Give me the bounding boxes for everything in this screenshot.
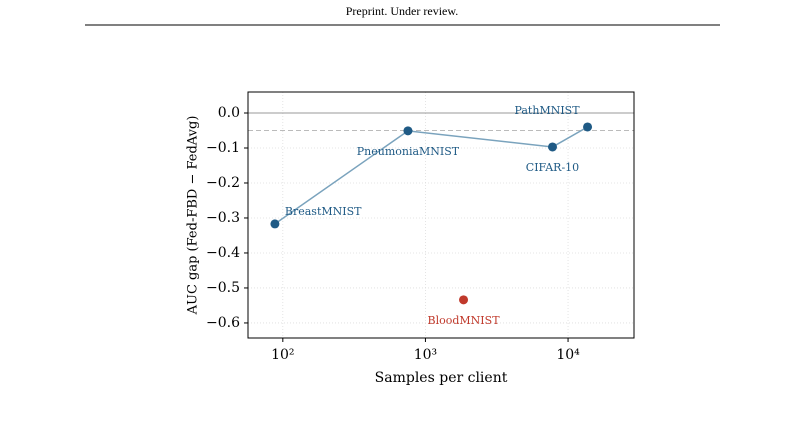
point <box>548 142 558 152</box>
y-tick-label: −0.1 <box>206 140 240 156</box>
y-tick-label: −0.2 <box>206 175 240 191</box>
point <box>403 126 413 136</box>
x-tick-label: 10³ <box>414 347 437 363</box>
point <box>270 219 280 229</box>
point-label: BreastMNIST <box>285 205 362 218</box>
y-tick-label: −0.4 <box>206 245 240 261</box>
point-label: PathMNIST <box>514 104 580 117</box>
point-label: PneumoniaMNIST <box>357 145 460 158</box>
point <box>583 122 593 132</box>
y-axis-label: AUC gap (Fed-FBD − FedAvg) <box>186 116 201 316</box>
axes-frame <box>247 91 635 339</box>
x-axis-label: Samples per client <box>375 370 508 386</box>
y-tick-label: −0.5 <box>206 280 240 296</box>
series-line <box>274 126 588 225</box>
header: Preprint. Under review. <box>346 4 459 18</box>
y-tick-label: −0.3 <box>206 210 240 226</box>
y-tick-label: −0.6 <box>206 315 240 331</box>
x-tick-label: 10² <box>271 347 294 363</box>
point <box>459 295 469 305</box>
chart: 0.0 −0.1 −0.2 −0.3 −0.4 −0.5 −0.6 10² 10³ 10⁴ Brea… <box>206 92 634 363</box>
point-label: CIFAR-10 <box>526 161 579 174</box>
x-tick-label: 10⁴ <box>556 347 580 363</box>
point-label: BloodMNIST <box>428 314 501 327</box>
y-tick-label: 0.0 <box>218 105 240 121</box>
